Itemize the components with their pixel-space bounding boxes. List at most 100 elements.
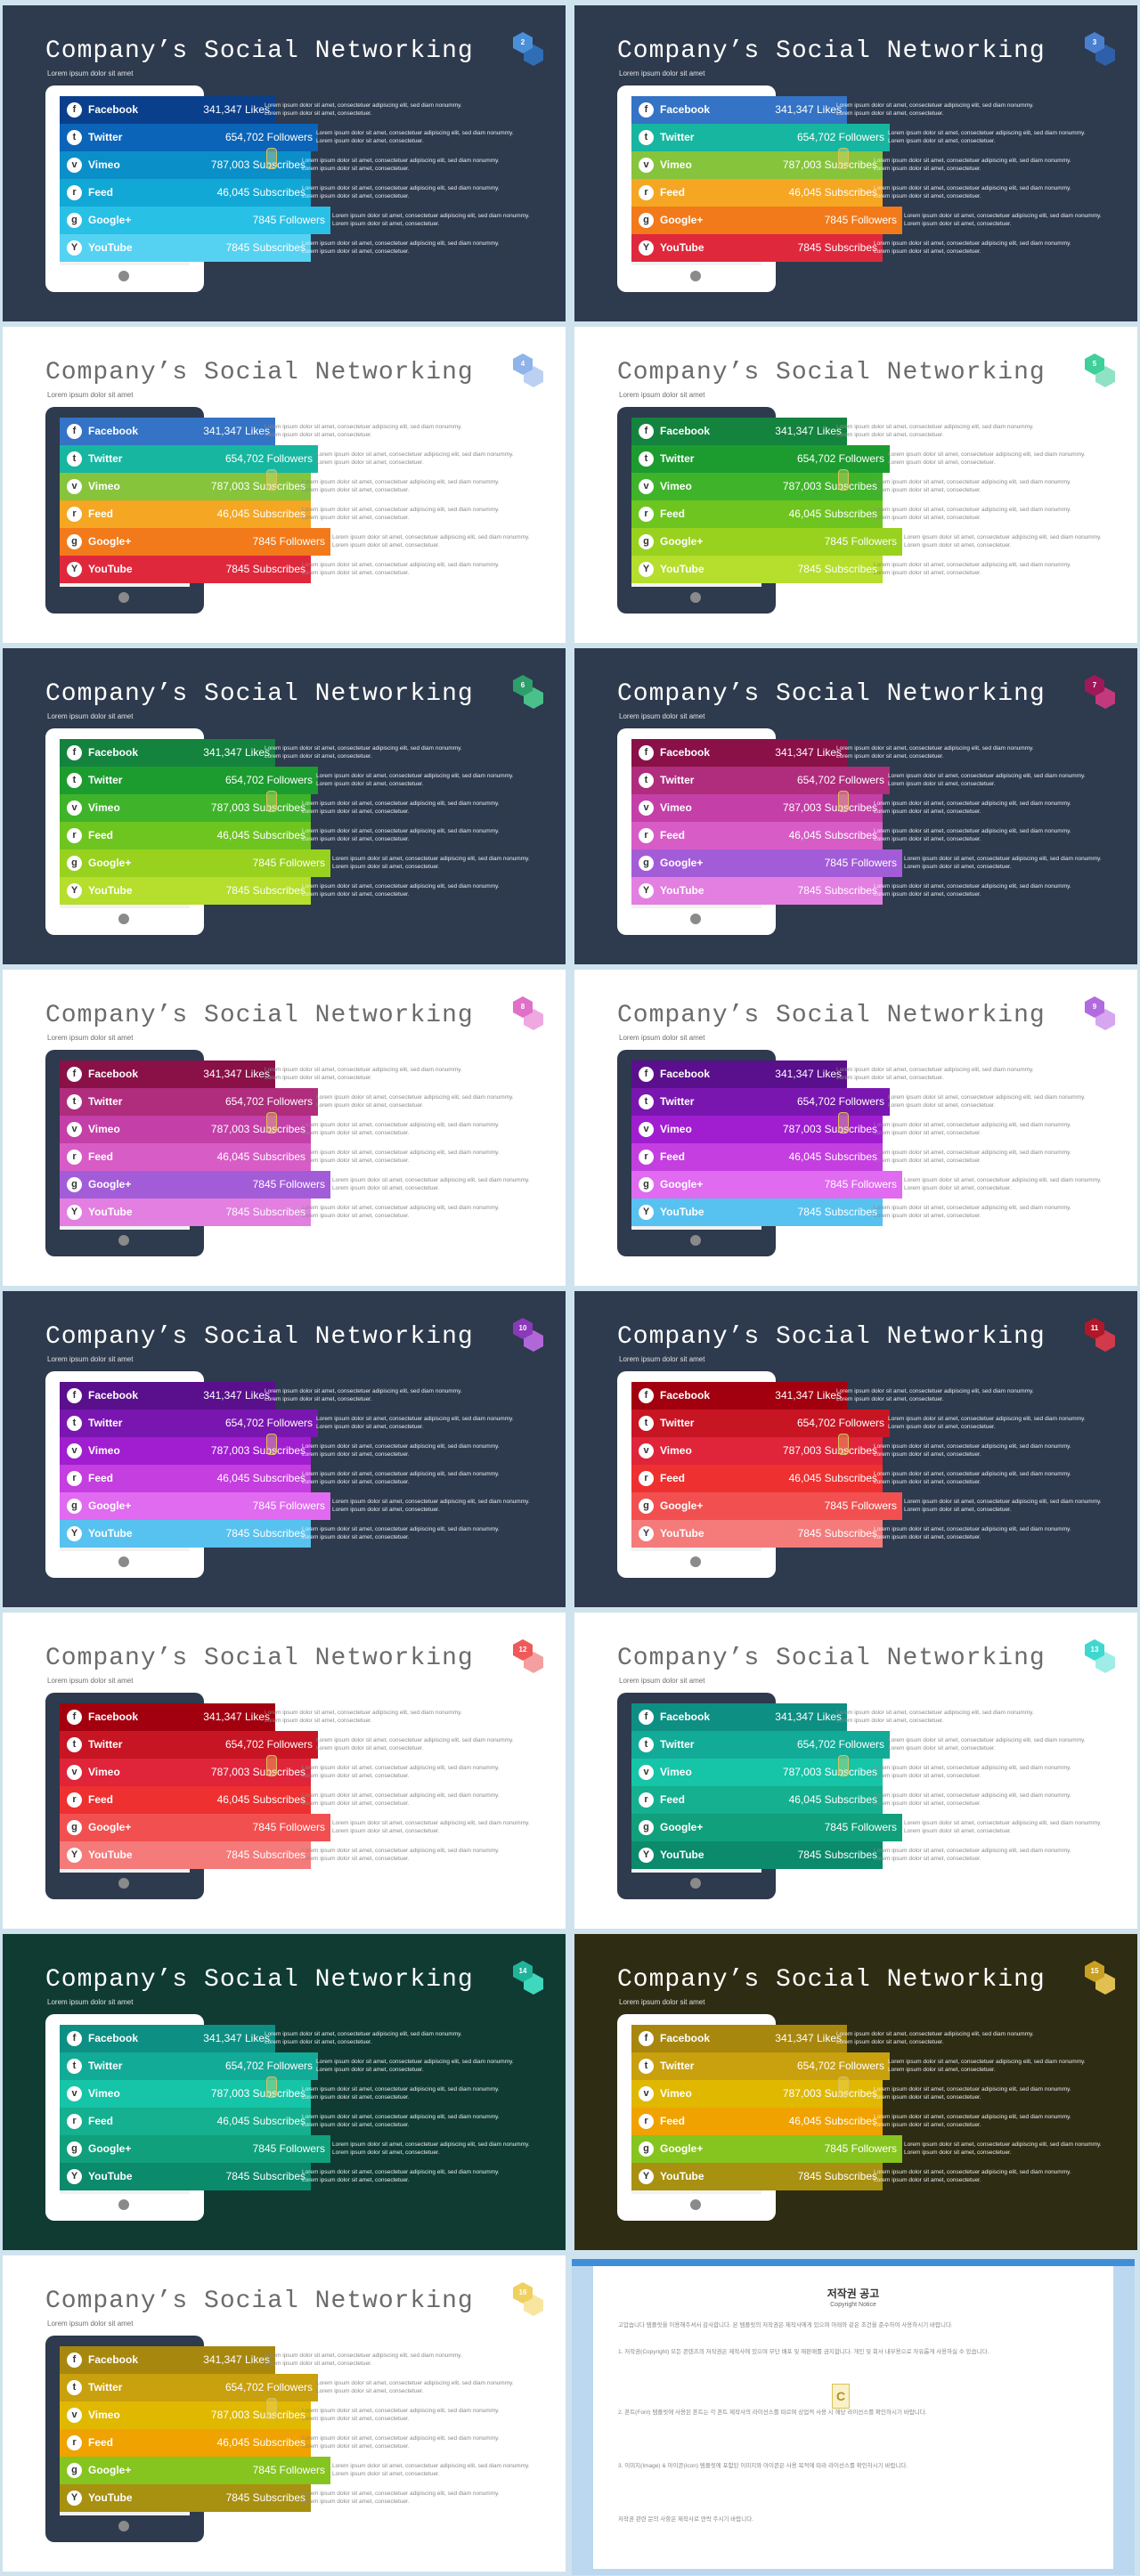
network-row[interactable]: g Google+ 7845 Followers Lorem ipsum dolor … (60, 2135, 558, 2163)
network-row[interactable]: r Feed 46,045 Subscribes Lorem ipsum dolor … (631, 1465, 1130, 1492)
network-label[interactable]: g Google+ (60, 2135, 190, 2163)
network-label[interactable]: g Google+ (631, 849, 761, 877)
network-row[interactable]: t Twitter 654,702 Followers Lorem ipsum dol… (60, 124, 558, 151)
network-label[interactable]: f Facebook (631, 739, 761, 767)
network-label[interactable]: g Google+ (60, 1171, 190, 1199)
network-label[interactable]: t Twitter (60, 445, 190, 473)
network-label[interactable]: f Facebook (631, 2025, 761, 2052)
network-row[interactable]: Y YouTube 7845 Subscribes Lorem ipsum dolor… (631, 1841, 1130, 1869)
network-label[interactable]: Y YouTube (631, 1520, 761, 1548)
network-label[interactable]: g Google+ (60, 1492, 190, 1520)
network-row[interactable]: f Facebook 341,347 Likes Lorem ipsum dolor … (60, 1703, 558, 1731)
network-row[interactable]: v Vimeo 787,003 Subscribes Lorem ipsum dolo… (60, 794, 558, 822)
network-row[interactable]: f Facebook 341,347 Likes Lorem ipsum dolor … (631, 1382, 1130, 1410)
network-label[interactable]: v Vimeo (631, 473, 761, 500)
network-label[interactable]: t Twitter (631, 445, 761, 473)
network-label[interactable]: g Google+ (60, 2457, 190, 2484)
network-label[interactable]: Y YouTube (60, 234, 190, 262)
network-row[interactable]: r Feed 46,045 Subscribes Lorem ipsum dolor … (631, 1786, 1130, 1814)
network-label[interactable]: g Google+ (60, 528, 190, 556)
network-row[interactable]: r Feed 46,045 Subscribes Lorem ipsum dolor … (60, 2429, 558, 2457)
network-label[interactable]: g Google+ (631, 1814, 761, 1841)
network-row[interactable]: f Facebook 341,347 Likes Lorem ipsum dolor … (60, 1060, 558, 1088)
network-row[interactable]: Y YouTube 7845 Subscribes Lorem ipsum dolor… (60, 2163, 558, 2190)
network-row[interactable]: Y YouTube 7845 Subscribes Lorem ipsum dolor… (631, 1520, 1130, 1548)
network-row[interactable]: r Feed 46,045 Subscribes Lorem ipsum dolor … (631, 500, 1130, 528)
network-row[interactable]: t Twitter 654,702 Followers Lorem ipsum dol… (631, 445, 1130, 473)
network-label[interactable]: f Facebook (631, 1060, 761, 1088)
network-row[interactable]: f Facebook 341,347 Likes Lorem ipsum dolor … (60, 418, 558, 445)
network-label[interactable]: t Twitter (60, 2052, 190, 2080)
network-row[interactable]: g Google+ 7845 Followers Lorem ipsum dolor … (631, 849, 1130, 877)
network-label[interactable]: f Facebook (60, 2346, 190, 2374)
network-label[interactable]: f Facebook (60, 1703, 190, 1731)
network-row[interactable]: r Feed 46,045 Subscribes Lorem ipsum dolor … (631, 2108, 1130, 2135)
network-label[interactable]: t Twitter (631, 1410, 761, 1437)
network-label[interactable]: r Feed (60, 2429, 190, 2457)
network-row[interactable]: r Feed 46,045 Subscribes Lorem ipsum dolor … (631, 822, 1130, 849)
network-row[interactable]: r Feed 46,045 Subscribes Lorem ipsum dolor … (60, 2108, 558, 2135)
network-label[interactable]: f Facebook (631, 1382, 761, 1410)
network-label[interactable]: g Google+ (631, 528, 761, 556)
slide[interactable]: Company’s Social Networking Lorem ipsum d… (574, 327, 1137, 643)
network-row[interactable]: r Feed 46,045 Subscribes Lorem ipsum dolor … (60, 179, 558, 207)
network-label[interactable]: Y YouTube (631, 877, 761, 905)
network-label[interactable]: r Feed (631, 1143, 761, 1171)
network-row[interactable]: t Twitter 654,702 Followers Lorem ipsum dol… (631, 1410, 1130, 1437)
network-label[interactable]: t Twitter (631, 767, 761, 794)
network-label[interactable]: r Feed (631, 2108, 761, 2135)
network-label[interactable]: r Feed (631, 500, 761, 528)
network-row[interactable]: g Google+ 7845 Followers Lorem ipsum dolor … (60, 1492, 558, 1520)
network-label[interactable]: r Feed (631, 822, 761, 849)
network-row[interactable]: f Facebook 341,347 Likes Lorem ipsum dolor … (631, 2025, 1130, 2052)
network-row[interactable]: t Twitter 654,702 Followers Lorem ipsum dol… (60, 1410, 558, 1437)
network-row[interactable]: v Vimeo 787,003 Subscribes Lorem ipsum dolo… (631, 794, 1130, 822)
network-label[interactable]: Y YouTube (60, 1199, 190, 1226)
network-label[interactable]: v Vimeo (60, 1437, 190, 1465)
network-row[interactable]: t Twitter 654,702 Followers Lorem ipsum dol… (631, 1088, 1130, 1116)
network-label[interactable]: t Twitter (60, 1410, 190, 1437)
network-label[interactable]: g Google+ (60, 849, 190, 877)
network-label[interactable]: f Facebook (631, 96, 761, 124)
network-row[interactable]: r Feed 46,045 Subscribes Lorem ipsum dolor … (60, 822, 558, 849)
slide[interactable]: Company’s Social Networking Lorem ipsum d… (574, 970, 1137, 1286)
network-label[interactable]: r Feed (631, 1786, 761, 1814)
network-row[interactable]: v Vimeo 787,003 Subscribes Lorem ipsum dolo… (631, 2080, 1130, 2108)
network-label[interactable]: f Facebook (60, 1060, 190, 1088)
network-row[interactable]: f Facebook 341,347 Likes Lorem ipsum dolor … (631, 739, 1130, 767)
network-row[interactable]: v Vimeo 787,003 Subscribes Lorem ipsum dolo… (60, 2080, 558, 2108)
network-label[interactable]: Y YouTube (60, 1520, 190, 1548)
network-row[interactable]: g Google+ 7845 Followers Lorem ipsum dolor … (60, 207, 558, 234)
network-label[interactable]: t Twitter (60, 1731, 190, 1759)
network-row[interactable]: f Facebook 341,347 Likes Lorem ipsum dolor … (631, 418, 1130, 445)
network-row[interactable]: Y YouTube 7845 Subscribes Lorem ipsum dolor… (60, 877, 558, 905)
network-label[interactable]: t Twitter (631, 124, 761, 151)
network-row[interactable]: v Vimeo 787,003 Subscribes Lorem ipsum dolo… (631, 151, 1130, 179)
network-label[interactable]: v Vimeo (631, 1759, 761, 1786)
network-label[interactable]: Y YouTube (631, 556, 761, 583)
network-row[interactable]: g Google+ 7845 Followers Lorem ipsum dolor … (60, 528, 558, 556)
network-row[interactable]: r Feed 46,045 Subscribes Lorem ipsum dolor … (60, 1786, 558, 1814)
network-row[interactable]: Y YouTube 7845 Subscribes Lorem ipsum dolor… (60, 1520, 558, 1548)
network-row[interactable]: Y YouTube 7845 Subscribes Lorem ipsum dolor… (631, 234, 1130, 262)
network-row[interactable]: f Facebook 341,347 Likes Lorem ipsum dolor … (60, 1382, 558, 1410)
network-row[interactable]: r Feed 46,045 Subscribes Lorem ipsum dolor … (60, 1143, 558, 1171)
network-row[interactable]: g Google+ 7845 Followers Lorem ipsum dolor … (60, 849, 558, 877)
network-row[interactable]: f Facebook 341,347 Likes Lorem ipsum dolor … (60, 2346, 558, 2374)
network-label[interactable]: r Feed (60, 500, 190, 528)
network-label[interactable]: t Twitter (631, 1731, 761, 1759)
network-row[interactable]: v Vimeo 787,003 Subscribes Lorem ipsum dolo… (60, 151, 558, 179)
network-label[interactable]: r Feed (60, 1465, 190, 1492)
network-row[interactable]: g Google+ 7845 Followers Lorem ipsum dolor … (60, 2457, 558, 2484)
network-label[interactable]: r Feed (60, 1786, 190, 1814)
network-row[interactable]: Y YouTube 7845 Subscribes Lorem ipsum dolor… (60, 1199, 558, 1226)
network-row[interactable]: Y YouTube 7845 Subscribes Lorem ipsum dolor… (631, 556, 1130, 583)
network-row[interactable]: t Twitter 654,702 Followers Lorem ipsum dol… (60, 767, 558, 794)
network-label[interactable]: v Vimeo (60, 794, 190, 822)
network-row[interactable]: f Facebook 341,347 Likes Lorem ipsum dolor … (631, 96, 1130, 124)
network-row[interactable]: g Google+ 7845 Followers Lorem ipsum dolor … (631, 1492, 1130, 1520)
network-row[interactable]: Y YouTube 7845 Subscribes Lorem ipsum dolor… (60, 556, 558, 583)
network-row[interactable]: v Vimeo 787,003 Subscribes Lorem ipsum dolo… (631, 473, 1130, 500)
network-label[interactable]: g Google+ (631, 2135, 761, 2163)
network-label[interactable]: r Feed (631, 1465, 761, 1492)
